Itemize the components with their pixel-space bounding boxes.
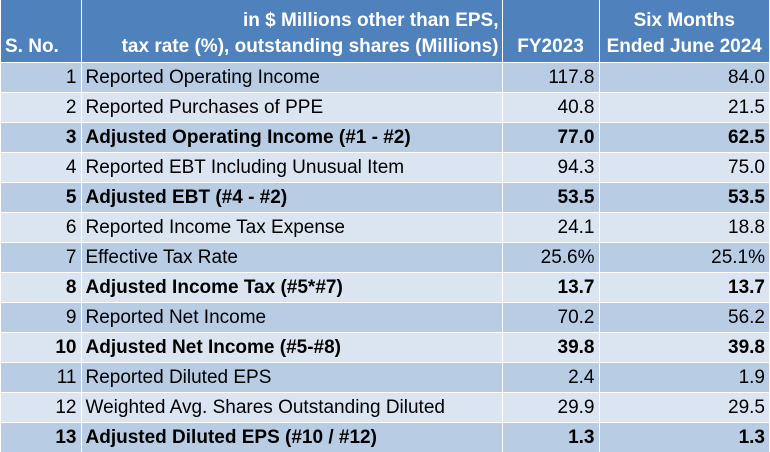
row-serial-number: 11 bbox=[1, 363, 81, 393]
header-fy2023: FY2023 bbox=[502, 0, 599, 63]
row-value-fy2023: 13.7 bbox=[502, 273, 599, 303]
row-value-fy2023: 1.3 bbox=[502, 423, 599, 452]
row-label: Adjusted Net Income (#5-#8) bbox=[81, 333, 502, 363]
row-value-fy2023: 94.3 bbox=[502, 153, 599, 183]
row-value-six-months: 75.0 bbox=[599, 153, 769, 183]
row-value-fy2023: 40.8 bbox=[502, 93, 599, 123]
row-label: Reported EBT Including Unusual Item bbox=[81, 153, 502, 183]
row-serial-number: 10 bbox=[1, 333, 81, 363]
row-value-six-months: 29.5 bbox=[599, 393, 769, 423]
row-serial-number: 9 bbox=[1, 303, 81, 333]
row-value-fy2023: 24.1 bbox=[502, 213, 599, 243]
row-value-six-months: 53.5 bbox=[599, 183, 769, 213]
header-description: in $ Millions other than EPS, tax rate (… bbox=[81, 0, 502, 63]
row-value-six-months: 62.5 bbox=[599, 123, 769, 153]
row-label: Reported Income Tax Expense bbox=[81, 213, 502, 243]
header-six-months-line2: Ended June 2024 bbox=[607, 36, 762, 57]
row-serial-number: 4 bbox=[1, 153, 81, 183]
header-description-line1: in $ Millions other than EPS, bbox=[243, 10, 498, 31]
row-label: Reported Diluted EPS bbox=[81, 363, 502, 393]
row-value-fy2023: 53.5 bbox=[502, 183, 599, 213]
row-value-fy2023: 2.4 bbox=[502, 363, 599, 393]
row-label: Adjusted Diluted EPS (#10 / #12) bbox=[81, 423, 502, 452]
row-value-fy2023: 70.2 bbox=[502, 303, 599, 333]
row-value-six-months: 25.1% bbox=[599, 243, 769, 273]
row-value-six-months: 1.9 bbox=[599, 363, 769, 393]
header-serial-number: S. No. bbox=[1, 0, 81, 63]
row-serial-number: 2 bbox=[1, 93, 81, 123]
header-description-line2: tax rate (%), outstanding shares (Millio… bbox=[122, 36, 499, 57]
row-serial-number: 6 bbox=[1, 213, 81, 243]
row-serial-number: 8 bbox=[1, 273, 81, 303]
row-serial-number: 5 bbox=[1, 183, 81, 213]
row-serial-number: 3 bbox=[1, 123, 81, 153]
row-value-six-months: 56.2 bbox=[599, 303, 769, 333]
header-six-months-line1: Six Months bbox=[634, 10, 735, 31]
row-label: Weighted Avg. Shares Outstanding Diluted bbox=[81, 393, 502, 423]
row-value-six-months: 13.7 bbox=[599, 273, 769, 303]
row-value-fy2023: 25.6% bbox=[502, 243, 599, 273]
row-label: Adjusted Income Tax (#5*#7) bbox=[81, 273, 502, 303]
row-label: Effective Tax Rate bbox=[81, 243, 502, 273]
row-value-fy2023: 77.0 bbox=[502, 123, 599, 153]
row-serial-number: 1 bbox=[1, 63, 81, 93]
row-value-six-months: 39.8 bbox=[599, 333, 769, 363]
row-value-six-months: 1.3 bbox=[599, 423, 769, 452]
table-header: S. No. in $ Millions other than EPS, tax… bbox=[1, 0, 769, 63]
row-serial-number: 7 bbox=[1, 243, 81, 273]
row-value-fy2023: 29.9 bbox=[502, 393, 599, 423]
row-label: Reported Net Income bbox=[81, 303, 502, 333]
row-serial-number: 13 bbox=[1, 423, 81, 452]
row-value-fy2023: 117.8 bbox=[502, 63, 599, 93]
row-label: Adjusted Operating Income (#1 - #2) bbox=[81, 123, 502, 153]
row-value-fy2023: 39.8 bbox=[502, 333, 599, 363]
header-six-months: Six Months Ended June 2024 bbox=[599, 0, 769, 63]
header-row: S. No. in $ Millions other than EPS, tax… bbox=[1, 0, 769, 63]
row-value-six-months: 84.0 bbox=[599, 63, 769, 93]
row-label: Adjusted EBT (#4 - #2) bbox=[81, 183, 502, 213]
row-value-six-months: 21.5 bbox=[599, 93, 769, 123]
row-serial-number: 12 bbox=[1, 393, 81, 423]
row-label: Reported Operating Income bbox=[81, 63, 502, 93]
row-label: Reported Purchases of PPE bbox=[81, 93, 502, 123]
row-value-six-months: 18.8 bbox=[599, 213, 769, 243]
